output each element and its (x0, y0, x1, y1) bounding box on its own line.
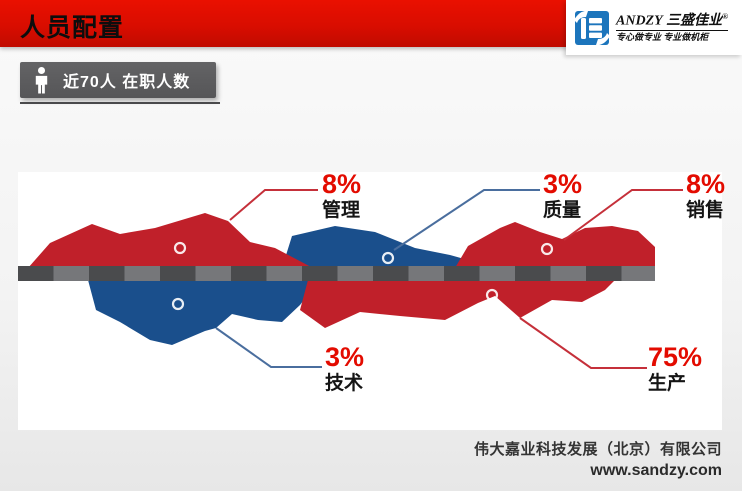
label-management: 8% 管理 (322, 169, 362, 221)
tech-shape (88, 280, 314, 345)
footer-website: www.sandzy.com (590, 462, 722, 479)
production-percent: 75% (648, 342, 703, 372)
quality-marker (381, 251, 395, 265)
person-icon (35, 66, 48, 93)
management-name: 管理 (322, 200, 361, 221)
axis-band (18, 266, 655, 281)
production-shape (300, 280, 615, 328)
sales-name: 销售 (686, 200, 725, 221)
andzy-brand-icon (574, 10, 610, 45)
tech-marker (171, 297, 185, 311)
tech-callout-line (215, 327, 322, 368)
management-callout-line (229, 189, 318, 221)
brand-tagline: 专心做专业 专业做机柜 (616, 31, 709, 42)
quality-percent: 3% (543, 169, 583, 199)
brand-name: ANDZY 三盛佳业® (616, 12, 729, 31)
sales-percent: 8% (686, 169, 726, 199)
tech-percent: 3% (325, 342, 365, 372)
production-callout-line (519, 317, 647, 369)
quality-name: 质量 (543, 200, 582, 221)
label-sales: 8% 销售 (686, 169, 726, 221)
sales-marker (540, 242, 554, 256)
footer-company-name: 伟大嘉业科技发展（北京）有限公司 (473, 441, 722, 458)
quality-shape (282, 226, 474, 268)
management-marker (173, 241, 187, 255)
brand-logo: ANDZY 三盛佳业® 专心做专业 专业做机柜 (566, 0, 742, 55)
label-production: 75% 生产 (648, 342, 703, 394)
page-title: 人员配置 (20, 14, 125, 42)
footer: 伟大嘉业科技发展（北京）有限公司 www.sandzy.com (474, 438, 722, 480)
management-percent: 8% (322, 169, 362, 199)
headcount-text: 近70人 在职人数 (63, 74, 191, 91)
tech-name: 技术 (325, 373, 364, 394)
badge-underline (20, 102, 220, 104)
sales-shape (455, 222, 655, 268)
production-marker (485, 288, 499, 302)
label-quality: 3% 质量 (543, 169, 583, 221)
headcount-badge: 近70人 在职人数 (20, 62, 216, 98)
production-name: 生产 (648, 373, 687, 394)
management-shape (28, 213, 313, 268)
label-tech: 3% 技术 (325, 342, 365, 394)
quality-callout-line (393, 189, 540, 251)
sales-callout-line (563, 189, 683, 241)
